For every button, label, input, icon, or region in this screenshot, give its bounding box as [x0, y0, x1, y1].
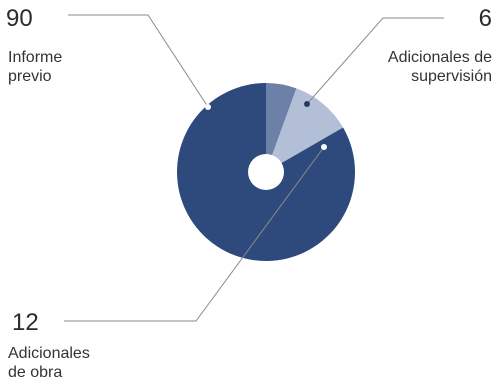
pie-center-hole — [248, 154, 284, 190]
value-label-informe-previo: 90 — [6, 5, 33, 32]
category-label-line: Informe — [8, 49, 62, 66]
category-label-line: Adicionales — [8, 345, 90, 362]
leader-line-informe-previo — [68, 14, 209, 108]
slice-adicionales-obra — [266, 88, 344, 172]
leader-line-adicionales-obra — [64, 146, 325, 322]
category-label-line: supervisión — [411, 68, 492, 85]
leader-line-adicionales-supervision — [306, 17, 444, 105]
marker-adicionales-obra — [321, 144, 327, 150]
marker-adicionales-supervision — [304, 101, 310, 107]
marker-informe-previo — [205, 104, 211, 110]
category-label-line: previo — [8, 68, 52, 85]
category-label-line: de obra — [8, 364, 62, 381]
slice-adicionales-supervision — [266, 83, 297, 172]
category-label-adicionales-supervision: Adicionales de supervisión — [388, 49, 492, 85]
category-label-adicionales-obra: Adicionales de obra — [8, 345, 90, 381]
value-label-adicionales-obra: 12 — [12, 309, 39, 336]
value-label-adicionales-supervision: 6 — [479, 5, 492, 32]
category-label-line: Adicionales de — [388, 49, 492, 66]
category-label-informe-previo: Informe previo — [8, 49, 62, 85]
